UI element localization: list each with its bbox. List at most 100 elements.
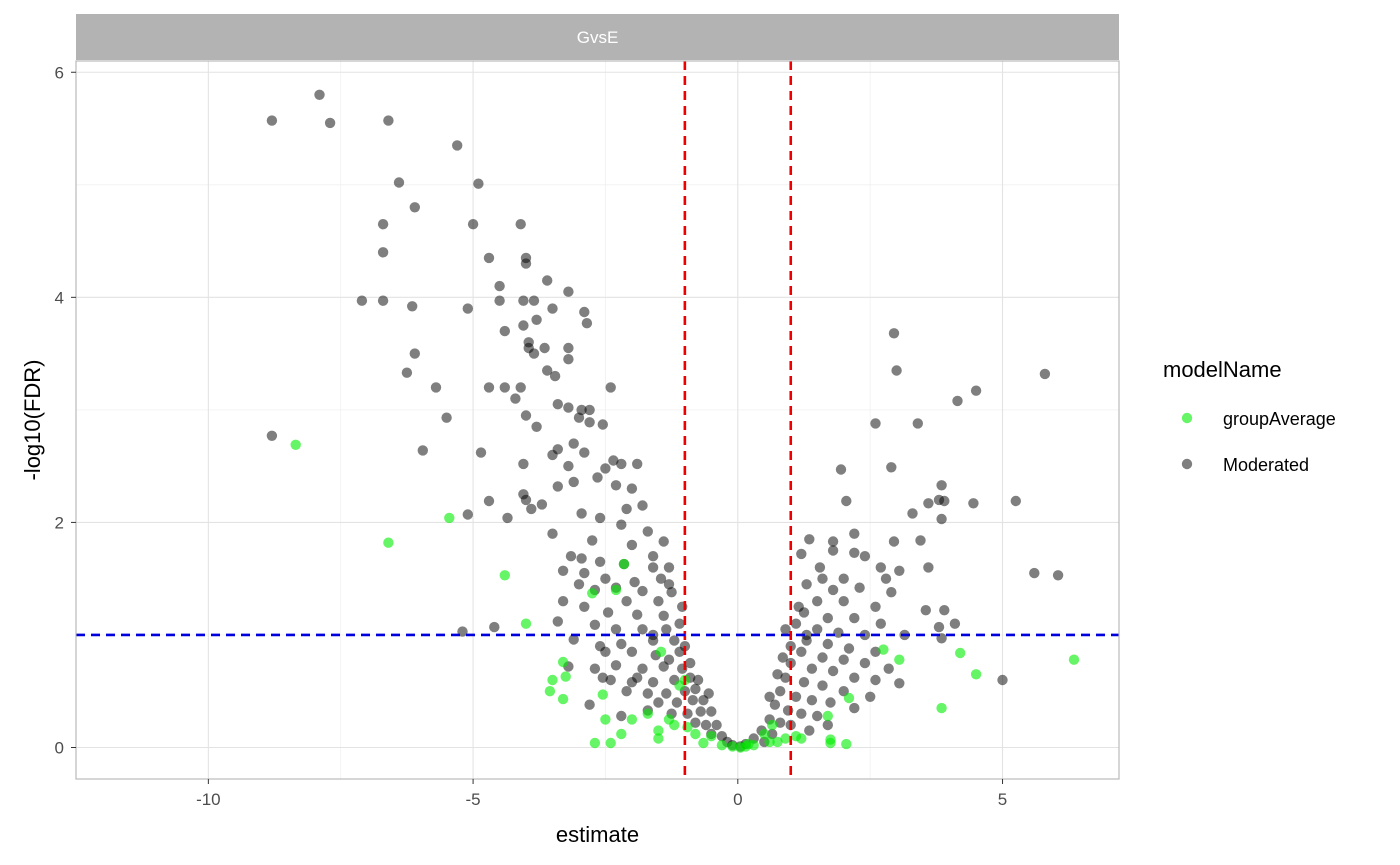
data-point xyxy=(552,616,563,627)
data-point xyxy=(880,573,892,584)
y-tick-label: 2 xyxy=(55,513,64,532)
data-point xyxy=(706,706,717,717)
data-point xyxy=(610,660,622,671)
data-point xyxy=(727,741,738,752)
data-point xyxy=(777,652,788,663)
data-point xyxy=(494,280,505,292)
legend-key xyxy=(1181,458,1193,470)
data-point xyxy=(790,691,802,702)
data-point xyxy=(290,439,301,450)
data-point xyxy=(444,512,455,524)
data-point xyxy=(579,601,590,612)
data-point xyxy=(393,177,405,188)
data-point xyxy=(849,612,860,624)
data-point xyxy=(886,587,897,598)
data-point xyxy=(661,624,672,635)
data-point xyxy=(557,656,569,668)
data-point xyxy=(409,202,420,213)
data-point xyxy=(838,573,849,584)
facet-strip-background xyxy=(76,14,1119,60)
data-point xyxy=(923,562,934,573)
data-point xyxy=(1068,654,1080,665)
data-point xyxy=(610,584,622,596)
data-point xyxy=(581,318,593,329)
data-point xyxy=(518,320,529,331)
data-point xyxy=(579,306,590,318)
data-point xyxy=(663,654,675,665)
data-point xyxy=(968,498,979,509)
data-point xyxy=(401,367,413,378)
y-tick-label: 4 xyxy=(55,288,64,307)
data-point xyxy=(547,449,558,461)
data-point xyxy=(814,562,826,573)
data-point xyxy=(520,410,532,421)
data-point xyxy=(970,385,982,396)
data-point xyxy=(875,562,886,573)
data-point xyxy=(669,635,680,646)
data-point xyxy=(600,714,611,725)
data-point xyxy=(827,545,839,556)
data-point xyxy=(557,565,569,576)
data-point xyxy=(563,342,574,354)
data-point xyxy=(674,680,685,691)
data-point xyxy=(912,418,923,429)
data-point xyxy=(669,719,680,731)
data-point xyxy=(515,219,526,230)
data-point xyxy=(769,699,781,710)
data-point xyxy=(894,565,905,576)
data-point xyxy=(383,115,394,126)
data-point xyxy=(775,717,786,728)
data-point xyxy=(589,663,601,674)
data-point xyxy=(637,663,648,674)
data-point xyxy=(955,647,966,659)
data-point xyxy=(467,219,479,230)
data-point xyxy=(812,710,823,722)
data-point xyxy=(653,725,664,736)
data-point xyxy=(822,638,833,650)
data-point xyxy=(894,654,905,665)
data-point xyxy=(690,683,701,695)
data-point xyxy=(1052,570,1064,581)
data-point xyxy=(936,702,947,714)
data-point xyxy=(473,178,484,189)
data-point xyxy=(865,691,876,702)
data-point xyxy=(528,348,540,359)
data-point xyxy=(692,674,704,686)
data-point xyxy=(576,553,587,564)
data-point xyxy=(531,421,542,432)
data-point xyxy=(716,740,728,751)
data-point xyxy=(849,672,860,683)
data-point xyxy=(579,447,590,458)
data-point xyxy=(655,573,667,584)
data-point xyxy=(703,688,714,699)
data-point xyxy=(499,325,510,337)
data-point xyxy=(489,621,500,633)
data-point xyxy=(637,500,648,511)
data-point xyxy=(520,258,532,269)
data-point xyxy=(859,551,871,562)
data-point xyxy=(483,252,495,264)
data-point xyxy=(1029,567,1040,579)
data-point xyxy=(1010,495,1021,507)
data-point xyxy=(923,498,934,509)
data-point xyxy=(949,618,961,629)
data-point xyxy=(891,365,902,376)
data-points xyxy=(266,89,1080,753)
data-point xyxy=(632,672,643,683)
data-point xyxy=(870,674,881,686)
data-point xyxy=(706,731,717,742)
legend-label: Moderated xyxy=(1223,455,1309,475)
x-axis-title: estimate xyxy=(556,822,639,847)
data-point xyxy=(552,399,563,410)
data-point xyxy=(549,370,561,382)
data-point xyxy=(698,737,709,749)
data-point xyxy=(647,562,659,573)
data-point xyxy=(878,644,889,655)
data-point xyxy=(563,354,574,365)
data-point xyxy=(452,140,463,151)
data-point xyxy=(616,728,627,740)
data-point xyxy=(483,382,495,393)
data-point xyxy=(557,693,569,705)
data-point xyxy=(568,476,579,488)
data-point xyxy=(584,417,595,428)
